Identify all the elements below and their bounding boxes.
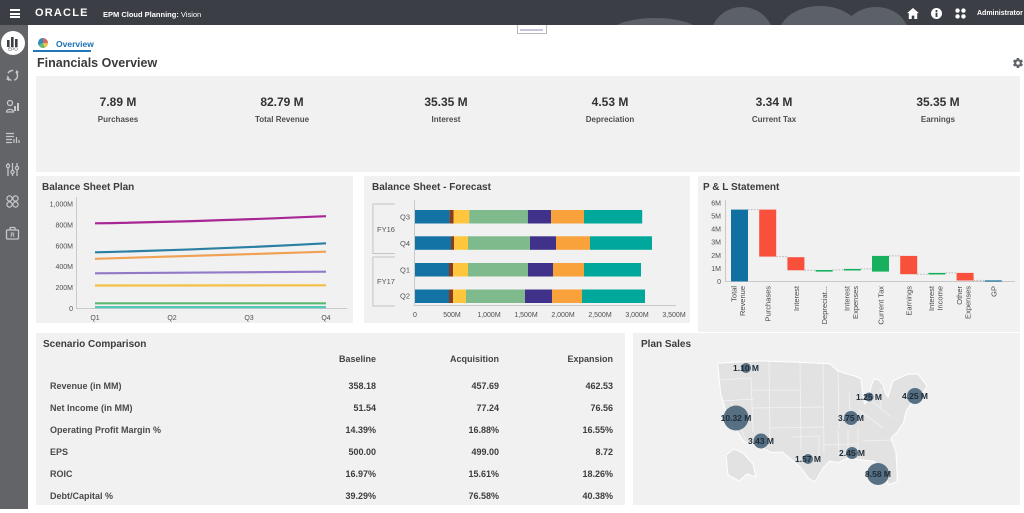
svg-text:600M: 600M xyxy=(55,243,73,250)
svg-text:FY17: FY17 xyxy=(377,277,395,286)
svg-text:FY16: FY16 xyxy=(377,225,395,234)
svg-text:Revenue: Revenue xyxy=(738,286,747,316)
svg-text:Q4: Q4 xyxy=(321,315,330,322)
svg-text:Purchases: Purchases xyxy=(764,286,773,322)
svg-text:Interest: Interest xyxy=(792,285,801,311)
svg-text:2M: 2M xyxy=(711,253,721,260)
svg-text:0: 0 xyxy=(69,306,73,313)
svg-text:0: 0 xyxy=(717,279,721,286)
svg-text:EPO: EPO xyxy=(8,47,18,52)
svg-text:1,000M: 1,000M xyxy=(477,312,501,319)
svg-text:Q4: Q4 xyxy=(400,239,410,248)
svg-text:Interest: Interest xyxy=(927,285,936,311)
svg-text:Expenses: Expenses xyxy=(851,286,860,319)
svg-text:10.32 M: 10.32 M xyxy=(721,413,752,423)
svg-text:Total: Total xyxy=(730,286,739,302)
svg-text:800M: 800M xyxy=(55,222,73,229)
svg-text:1.10 M: 1.10 M xyxy=(733,363,759,373)
svg-text:0: 0 xyxy=(413,312,417,319)
svg-text:Q1: Q1 xyxy=(90,315,99,322)
svg-text:500M: 500M xyxy=(443,312,461,319)
svg-text:Interest: Interest xyxy=(842,285,851,311)
svg-text:3M: 3M xyxy=(711,240,721,247)
svg-text:400M: 400M xyxy=(55,264,73,271)
svg-text:4M: 4M xyxy=(711,227,721,234)
svg-text:Other: Other xyxy=(955,286,964,305)
svg-text:Depreciat...: Depreciat... xyxy=(820,286,829,324)
svg-text:3.43 M: 3.43 M xyxy=(748,436,774,446)
svg-text:1M: 1M xyxy=(711,266,721,273)
svg-text:2,500M: 2,500M xyxy=(588,312,612,319)
svg-text:Expenses: Expenses xyxy=(964,286,973,319)
svg-text:6M: 6M xyxy=(711,201,721,208)
svg-text:8.58 M: 8.58 M xyxy=(865,469,891,479)
svg-text:4.25 M: 4.25 M xyxy=(902,391,928,401)
svg-text:1,500M: 1,500M xyxy=(514,312,538,319)
svg-text:Current Tax: Current Tax xyxy=(877,286,886,325)
svg-text:3.75 M: 3.75 M xyxy=(838,413,864,423)
svg-text:Q2: Q2 xyxy=(167,315,176,322)
svg-text:3,500M: 3,500M xyxy=(662,312,686,319)
svg-text:R: R xyxy=(10,233,15,239)
svg-text:Q1: Q1 xyxy=(400,266,410,275)
svg-text:2,000M: 2,000M xyxy=(551,312,575,319)
svg-text:200M: 200M xyxy=(55,285,73,292)
svg-text:Q3: Q3 xyxy=(244,315,253,322)
svg-text:1.57 M: 1.57 M xyxy=(795,454,821,464)
svg-text:1.25 M: 1.25 M xyxy=(856,392,882,402)
svg-text:5M: 5M xyxy=(711,214,721,221)
svg-text:GP: GP xyxy=(989,286,998,297)
svg-text:Earnings: Earnings xyxy=(905,286,914,316)
svg-text:Q3: Q3 xyxy=(400,213,410,222)
svg-text:3,000M: 3,000M xyxy=(625,312,649,319)
svg-text:1,000M: 1,000M xyxy=(50,202,74,209)
svg-text:Income: Income xyxy=(936,286,945,311)
svg-text:Q2: Q2 xyxy=(400,292,410,301)
svg-text:2.45 M: 2.45 M xyxy=(839,448,865,458)
